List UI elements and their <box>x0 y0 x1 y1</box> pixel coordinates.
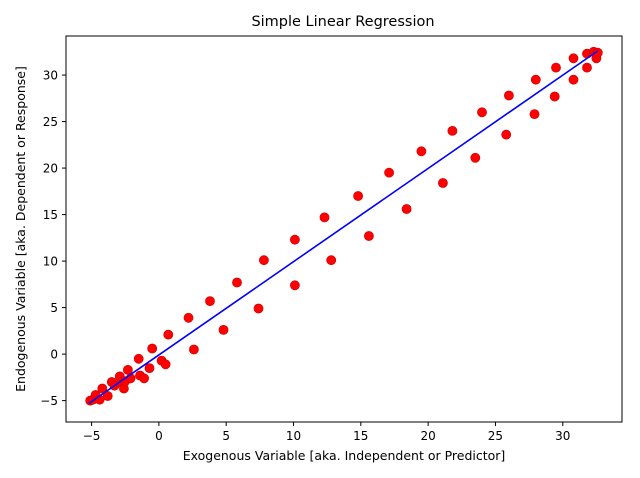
regression-line <box>88 50 599 405</box>
x-tick-label-5: 5 <box>222 429 230 443</box>
data-point-38 <box>437 178 448 188</box>
data-point-35 <box>384 167 394 178</box>
data-point-31 <box>319 212 330 223</box>
data-point-14 <box>133 353 144 364</box>
data-point-22 <box>183 312 194 323</box>
data-point-41 <box>477 107 487 118</box>
data-point-39 <box>447 125 458 136</box>
data-point-16 <box>139 373 149 384</box>
x-tick-label-0: 0 <box>155 429 163 443</box>
data-point-28 <box>258 255 269 266</box>
data-point-44 <box>529 109 540 119</box>
data-point-48 <box>568 74 579 85</box>
data-point-40 <box>470 152 481 163</box>
data-point-47 <box>551 62 561 73</box>
x-axis: −5 0 5 10 15 20 25 30 <box>83 422 570 443</box>
chart-title: Simple Linear Regression <box>251 14 434 30</box>
data-point-33 <box>353 191 363 201</box>
data-point-30 <box>289 280 300 291</box>
x-tick-label-20: 20 <box>420 429 435 443</box>
data-point-4 <box>97 383 108 394</box>
data-point-29 <box>289 234 300 245</box>
data-point-45 <box>530 74 541 85</box>
data-point-46 <box>549 91 560 102</box>
y-tick-label-5: 5 <box>50 301 58 315</box>
axes-frame <box>65 35 623 423</box>
data-point-49 <box>568 53 579 64</box>
data-point-17 <box>144 363 155 373</box>
data-point-42 <box>501 129 512 140</box>
y-tick-label-30: 30 <box>43 69 58 83</box>
data-point-27 <box>253 303 264 314</box>
x-axis-label: Exogenous Variable [aka. Independent or … <box>183 448 506 463</box>
data-point-20 <box>160 359 171 370</box>
y-tick-label-10: 10 <box>43 255 58 269</box>
data-point-21 <box>163 329 174 340</box>
data-point-5 <box>102 391 113 401</box>
y-axis: −5 0 5 10 15 20 25 30 <box>40 69 66 408</box>
y-axis-label: Endogenous Variable [aka. Dependent or R… <box>13 66 28 392</box>
data-point-43 <box>503 90 514 101</box>
y-tick-label-25: 25 <box>43 115 58 129</box>
data-point-12 <box>123 364 133 375</box>
data-point-36 <box>401 204 412 214</box>
data-point-37 <box>416 146 427 157</box>
y-tick-label-20: 20 <box>43 162 58 176</box>
data-point-25 <box>218 324 229 335</box>
x-tick-label-10: 10 <box>286 429 301 443</box>
data-point-23 <box>188 344 199 355</box>
data-point-50 <box>582 62 592 73</box>
x-tick-label-15: 15 <box>353 429 368 443</box>
y-tick-label-0: 0 <box>50 348 58 362</box>
data-point-24 <box>205 296 215 306</box>
plot-area <box>85 46 603 406</box>
x-tick-label-25: 25 <box>488 429 503 443</box>
data-point-18 <box>147 343 158 354</box>
x-tick-label--5: −5 <box>83 429 101 443</box>
data-point-54 <box>592 47 603 58</box>
data-point-26 <box>232 277 242 288</box>
y-tick-label--5: −5 <box>40 394 58 408</box>
data-point-34 <box>363 231 374 241</box>
x-tick-label-30: 30 <box>555 429 570 443</box>
data-point-32 <box>326 255 337 266</box>
y-tick-label-15: 15 <box>43 208 58 222</box>
